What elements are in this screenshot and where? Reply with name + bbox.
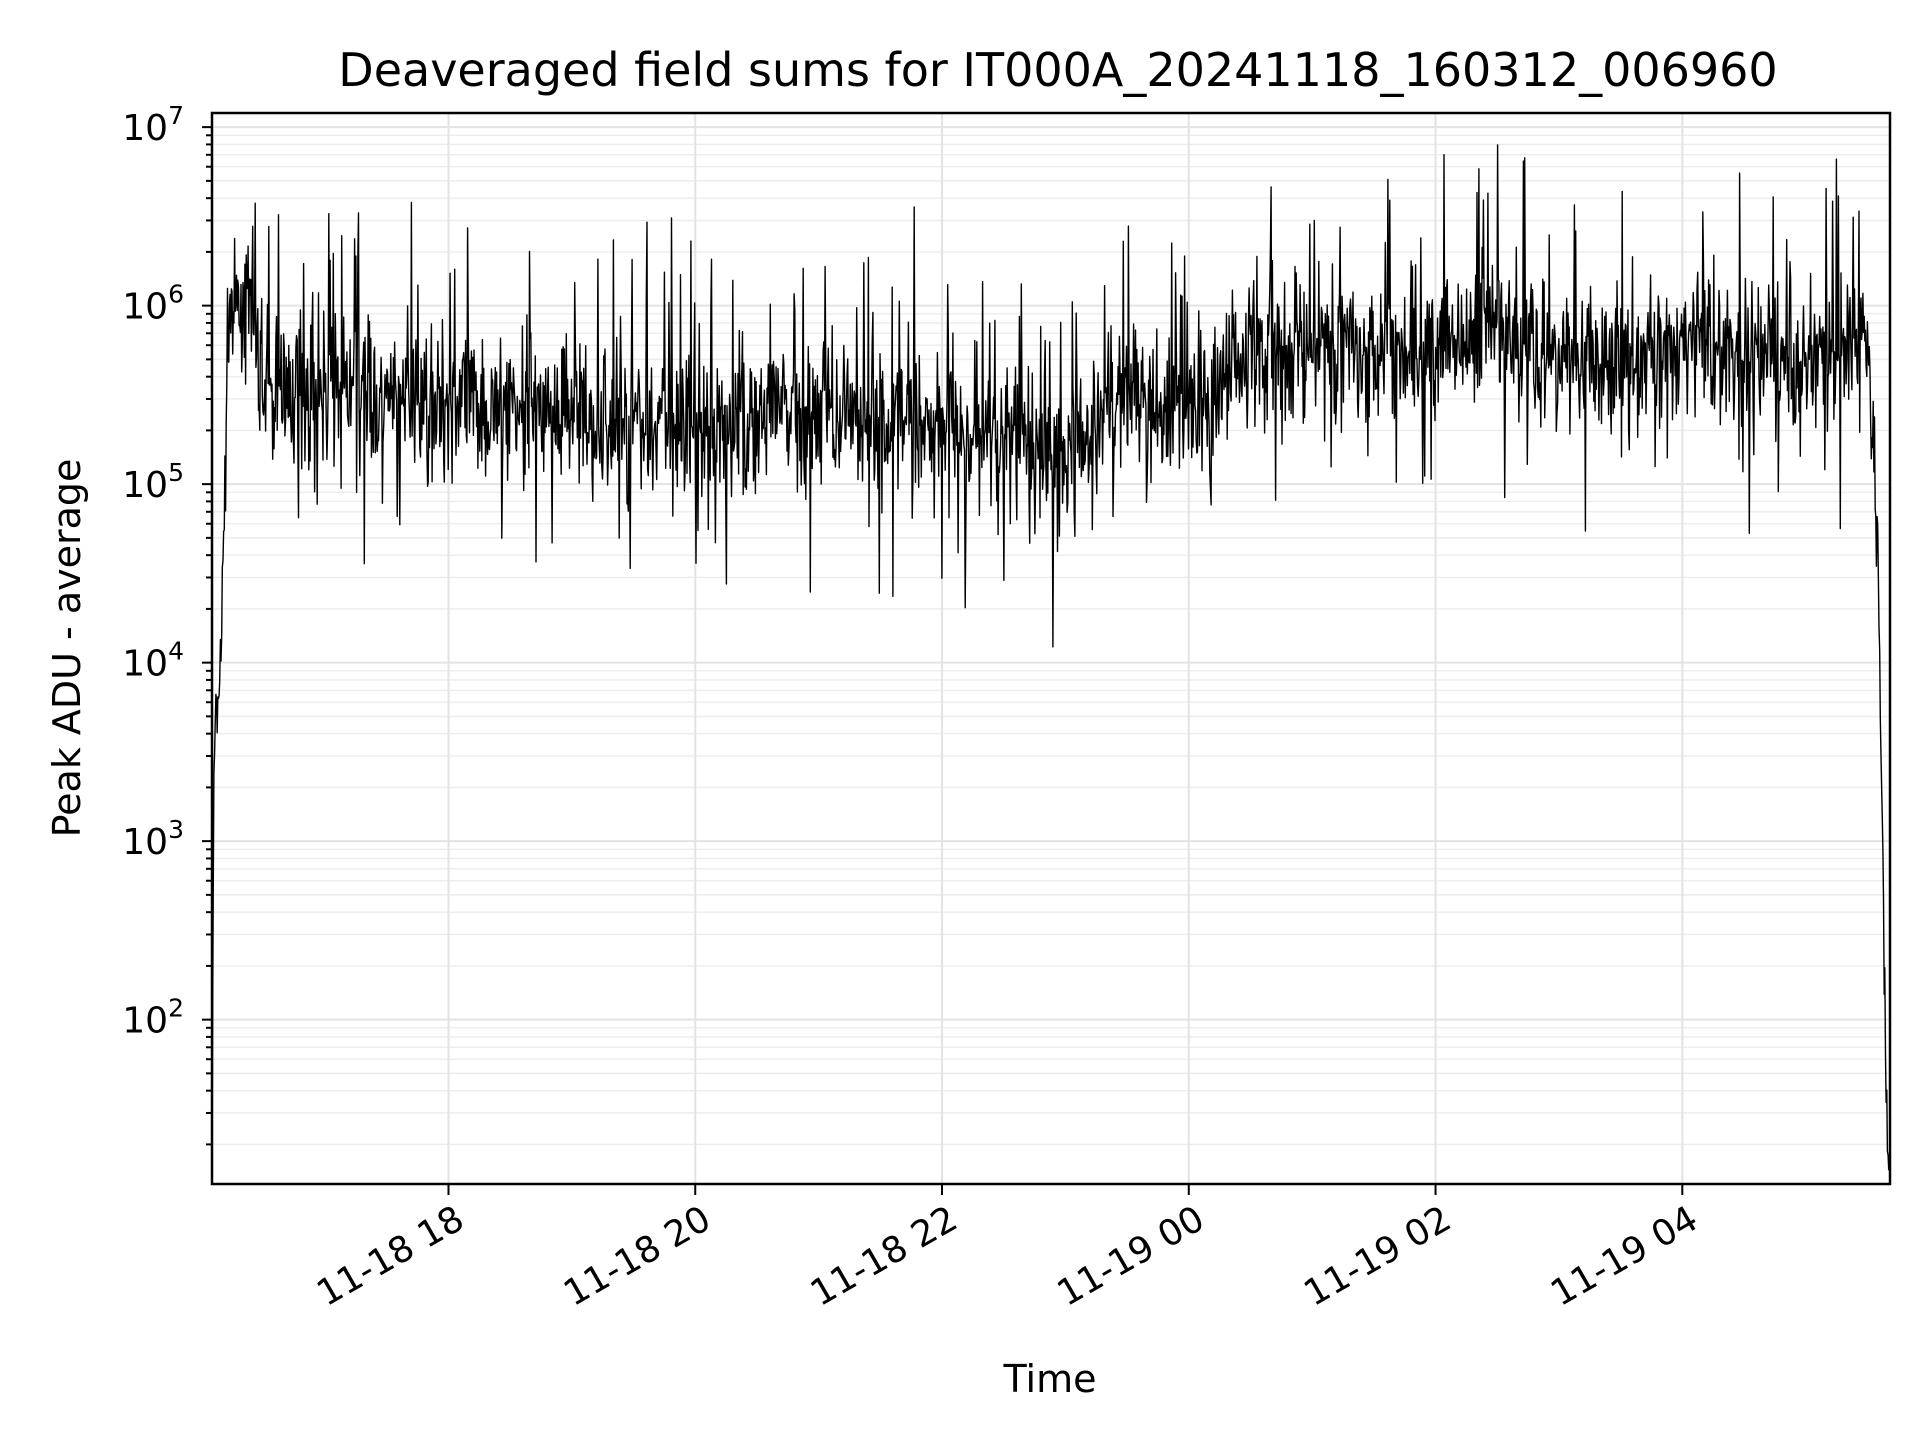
y-tick-label: 104 (122, 637, 184, 685)
y-tick-label: 102 (122, 994, 184, 1042)
chart-title: Deaveraged field sums for IT000A_2024111… (338, 43, 1777, 97)
series-line (211, 144, 1891, 1185)
y-axis: 102 103 104 105 106 107 (122, 101, 212, 1146)
plot-frame (210, 111, 1892, 1186)
y-tick-label: 106 (122, 280, 184, 328)
y-tick-label: 103 (122, 815, 184, 863)
y-axis-label: Peak ADU - average (45, 459, 89, 838)
y-tick-label: 107 (122, 101, 184, 149)
y-tick-label: 105 (122, 458, 184, 506)
data-trace (211, 144, 1891, 1185)
x-axis-label: Time (1003, 1357, 1097, 1401)
